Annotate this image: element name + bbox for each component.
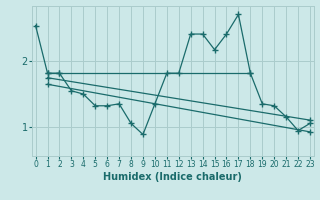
X-axis label: Humidex (Indice chaleur): Humidex (Indice chaleur) xyxy=(103,172,242,182)
